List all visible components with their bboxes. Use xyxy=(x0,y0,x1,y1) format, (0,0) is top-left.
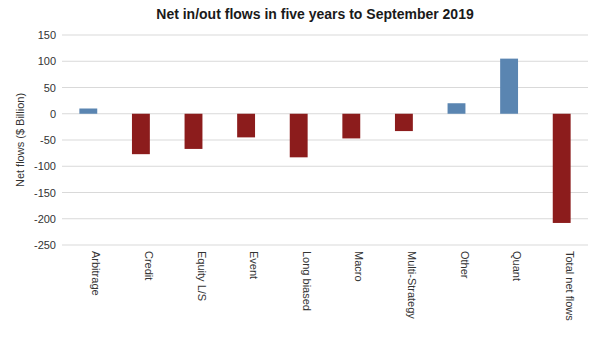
x-tick-label: Event xyxy=(248,251,260,279)
y-tick-label: 0 xyxy=(50,108,56,120)
bar xyxy=(185,114,203,149)
chart-svg: Net in/out flows in five years to Septem… xyxy=(0,0,596,338)
bar xyxy=(395,114,413,131)
chart-container: Net in/out flows in five years to Septem… xyxy=(0,0,596,338)
y-tick-label: -250 xyxy=(34,239,56,251)
x-tick-label: Other xyxy=(459,251,471,279)
y-tick-label: -200 xyxy=(34,213,56,225)
x-tick-label: Arbitrage xyxy=(90,251,102,296)
x-tick-label: Multi-Strategy xyxy=(406,251,418,319)
x-tick-label: Macro xyxy=(353,251,365,282)
x-tick-label: Long biased xyxy=(301,251,313,311)
bar xyxy=(290,114,308,158)
y-axis-label: Net flows ($ Billion) xyxy=(14,93,26,187)
x-tick-label: Quant xyxy=(511,251,523,281)
y-tick-label: -150 xyxy=(34,187,56,199)
y-tick-label: 50 xyxy=(44,82,56,94)
grid-line xyxy=(62,166,588,167)
bar xyxy=(553,114,571,223)
y-tick-label: 100 xyxy=(38,55,56,67)
grid-line xyxy=(62,245,588,246)
bar xyxy=(342,114,360,139)
grid-line xyxy=(62,35,588,36)
grid-line xyxy=(62,218,588,219)
bar xyxy=(448,103,466,114)
y-tick-label: -50 xyxy=(40,134,56,146)
title: Net in/out flows in five years to Septem… xyxy=(156,6,474,22)
x-tick-label: Equity L/S xyxy=(196,251,208,301)
bars xyxy=(79,59,570,223)
bar xyxy=(132,114,150,154)
x-tick-label: Total net flows xyxy=(564,251,576,321)
bar xyxy=(500,59,518,114)
y-tick-label: -100 xyxy=(34,160,56,172)
bar xyxy=(79,109,97,114)
grid-line xyxy=(62,192,588,193)
y-axis: -250 -200 -150 -100 -50 0 50 100 150 xyxy=(34,29,588,251)
x-axis: Arbitrage Credit Equity L/S Event Long biase… xyxy=(90,251,575,321)
bar xyxy=(237,114,255,138)
x-tick-label: Credit xyxy=(143,251,155,280)
y-tick-label: 150 xyxy=(38,29,56,41)
